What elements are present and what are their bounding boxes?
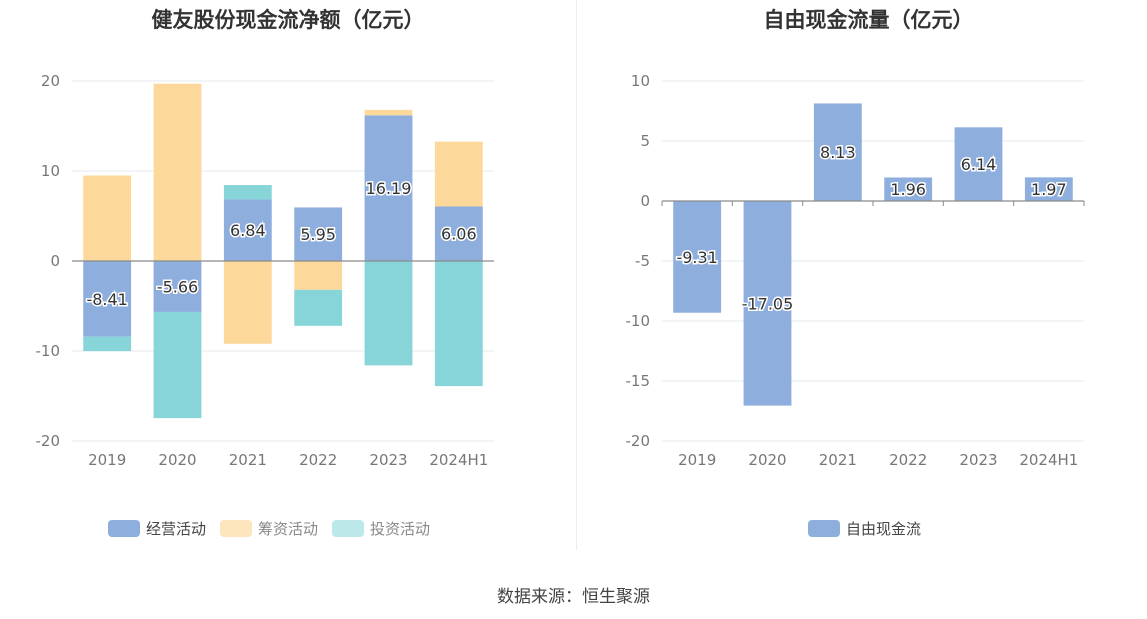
bar-0-2019: [83, 261, 132, 337]
data-label: -5.66: [157, 277, 198, 296]
bar-1-2022: [294, 261, 343, 290]
data-label: 6.14: [961, 155, 997, 174]
y-tick-label: -15: [626, 372, 651, 390]
panel-divider: [576, 0, 577, 550]
bar-1-2019: [83, 175, 132, 261]
bar-1-2023: [364, 109, 413, 116]
x-tick-label: 2020: [748, 451, 786, 469]
right-chart-title: 自由现金流量（亿元）: [763, 8, 974, 32]
bar-1-2021: [223, 261, 272, 344]
data-source-note: 数据来源：恒生聚源: [497, 587, 650, 607]
x-tick-label: 2022: [299, 451, 337, 469]
bar-0-2019: [673, 201, 722, 313]
x-tick-label: 2024H1: [1019, 451, 1078, 469]
bar-2-2024H1: [434, 261, 483, 387]
y-tick-label: 0: [640, 192, 650, 210]
left-chart-title: 健友股份现金流净额（亿元）: [151, 8, 425, 32]
data-label: 6.84: [230, 221, 266, 240]
data-label: -17.05: [742, 294, 794, 313]
bar-2-2019: [83, 336, 132, 352]
data-label: 6.06: [441, 225, 477, 244]
cash-flow-stacked-bar-chart: 20 10 0 -10 -20 2019 2020 2021 2022 2023 2024H1 -8.…: [36, 72, 494, 469]
left-chart-legend: 经营活动 筹资活动 投资活动: [108, 518, 430, 539]
y-tick-label: -10: [626, 312, 651, 330]
data-label: 8.13: [820, 143, 856, 162]
x-tick-label: 2023: [959, 451, 997, 469]
bar-0-2023: [364, 115, 413, 261]
legend-swatch-operating: [108, 520, 140, 537]
y-tick-label: -10: [36, 342, 61, 360]
bar-0-2022: [294, 207, 343, 261]
right-chart-legend: 自由现金流: [808, 518, 921, 539]
y-tick-label: 5: [640, 132, 650, 150]
bar-2-2023: [364, 261, 413, 366]
data-label: -9.31: [676, 248, 717, 267]
y-tick-label: 20: [41, 72, 60, 90]
legend-item-free-cash-flow[interactable]: 自由现金流: [808, 518, 921, 539]
y-tick-label: 0: [50, 252, 60, 270]
y-tick-label: 10: [631, 72, 650, 90]
free-cash-flow-bar-chart: 10 5 0 -5 -10 -15 -20 2019 2020 2021 2022 2023 2024H…: [626, 72, 1085, 469]
bar-0-2023: [954, 127, 1003, 201]
bar-2-2020: [153, 311, 202, 419]
bar-0-2021: [813, 103, 862, 201]
y-tick-label: -20: [626, 432, 651, 450]
legend-label-operating: 经营活动: [146, 520, 207, 538]
legend-label-free-cash-flow: 自由现金流: [846, 520, 922, 538]
bar-0-2020: [153, 261, 202, 312]
data-label: 1.97: [1031, 180, 1067, 199]
bar-2-2021: [223, 185, 272, 200]
legend-swatch-free-cash-flow: [808, 520, 840, 537]
legend-label-investing: 投资活动: [370, 520, 431, 538]
data-label: -8.41: [86, 290, 127, 309]
x-tick-label: 2023: [369, 451, 407, 469]
x-tick-label: 2022: [889, 451, 927, 469]
data-label: 1.96: [890, 180, 926, 199]
bar-2-2022: [294, 289, 343, 326]
bar-1-2024H1: [434, 141, 483, 207]
legend-swatch-financing: [220, 520, 253, 537]
y-tick-label: 10: [41, 162, 60, 180]
data-label: 16.19: [366, 179, 412, 198]
legend-item-investing[interactable]: 投资活动: [332, 518, 430, 539]
legend-item-financing[interactable]: 筹资活动: [220, 518, 318, 539]
legend-swatch-investing: [332, 520, 365, 537]
x-tick-label: 2024H1: [429, 451, 488, 469]
bar-0-2021: [223, 199, 272, 261]
legend-item-operating[interactable]: 经营活动: [108, 518, 206, 539]
x-tick-label: 2020: [158, 451, 196, 469]
x-tick-label: 2019: [88, 451, 126, 469]
x-tick-label: 2021: [819, 451, 857, 469]
y-tick-label: -5: [635, 252, 650, 270]
bar-0-2024H1: [1024, 177, 1073, 201]
legend-label-financing: 筹资活动: [258, 520, 319, 538]
bar-0-2022: [884, 177, 933, 201]
y-tick-label: -20: [36, 432, 61, 450]
bar-1-2020: [153, 83, 202, 261]
x-tick-label: 2021: [229, 451, 267, 469]
data-label: 5.95: [300, 225, 336, 244]
bar-0-2020: [743, 201, 792, 406]
bar-0-2024H1: [434, 206, 483, 261]
x-tick-label: 2019: [678, 451, 716, 469]
